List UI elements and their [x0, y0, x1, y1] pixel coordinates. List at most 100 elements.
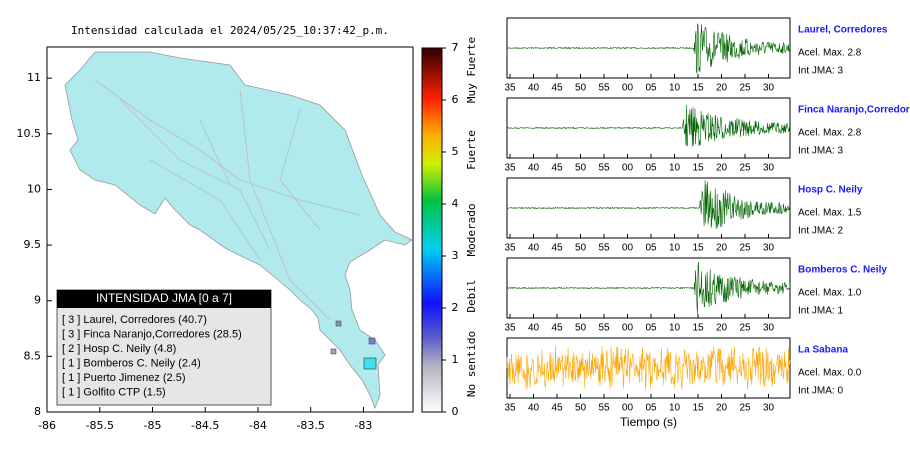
time-axis-label: Tiempo (s) [620, 415, 677, 429]
time-tick-label: 20 [716, 403, 728, 414]
time-tick-label: 35 [504, 163, 516, 174]
legend-row: [ 1 ] Bomberos C. Neily (2.4) [62, 357, 201, 369]
legend-title: INTENSIDAD JMA [0 a 7] [96, 291, 232, 305]
waveform [506, 262, 791, 314]
waveform [506, 104, 791, 147]
time-tick-label: 55 [598, 243, 610, 254]
time-tick-label: 15 [692, 163, 704, 174]
time-tick-label: 25 [739, 403, 751, 414]
time-tick-label: 40 [528, 403, 540, 414]
time-tick-label: 25 [739, 163, 751, 174]
time-tick-label: 50 [575, 163, 587, 174]
x-tick-label: -83 [354, 419, 372, 432]
colorbar-tick-label: 5 [452, 145, 459, 158]
station-marker [335, 320, 342, 327]
time-tick-label: 45 [551, 83, 563, 94]
y-tick-label: 8 [34, 405, 41, 418]
time-tick-label: 45 [551, 403, 563, 414]
time-tick-label: 55 [598, 323, 610, 334]
legend-row: [ 1 ] Puerto Jimenez (2.5) [62, 372, 186, 384]
y-tick-label: 10.5 [17, 127, 42, 140]
time-tick-label: 00 [622, 83, 634, 94]
x-tick-label: -85 [143, 419, 161, 432]
time-tick-label: 10 [669, 243, 681, 254]
time-tick-label: 20 [716, 163, 728, 174]
station-jma: Int JMA: 2 [798, 226, 843, 237]
roads [94, 79, 361, 321]
time-tick-label: 40 [528, 323, 540, 334]
legend-row: [ 3 ] Laurel, Corredores (40.7) [62, 314, 207, 326]
country-shape [64, 51, 413, 410]
time-tick-label: 20 [716, 83, 728, 94]
map-title: Intensidad calculada el 2024/05/25_10:37… [71, 24, 389, 37]
legend-row: [ 2 ] Hosp C. Neily (4.8) [62, 343, 176, 355]
y-tick-label: 9 [34, 294, 41, 307]
time-tick-label: 35 [504, 323, 516, 334]
x-tick-label: -84 [249, 419, 267, 432]
x-tick-label: -85.5 [86, 419, 114, 432]
time-tick-label: 05 [645, 83, 657, 94]
colorbar-level: No sentido [465, 331, 478, 397]
time-tick-label: 10 [669, 403, 681, 414]
x-tick-label: -84.5 [191, 419, 219, 432]
colorbar-tick-label: 7 [452, 41, 459, 54]
time-tick-label: 15 [692, 403, 704, 414]
time-tick-label: 35 [504, 83, 516, 94]
time-tick-label: 15 [692, 323, 704, 334]
time-tick-label: 10 [669, 83, 681, 94]
time-tick-label: 55 [598, 83, 610, 94]
station-marker [363, 357, 377, 370]
time-tick-label: 25 [739, 323, 751, 334]
colorbar-level: Muy Fuerte [465, 37, 478, 103]
station-name: Hosp C. Neily [798, 185, 863, 196]
time-tick-label: 40 [528, 83, 540, 94]
waveform [506, 180, 791, 229]
station-name: Finca Naranjo,Corredores [798, 105, 910, 116]
time-tick-label: 45 [551, 243, 563, 254]
time-tick-label: 30 [763, 163, 775, 174]
station-marker [330, 348, 337, 355]
time-tick-label: 10 [669, 323, 681, 334]
waveform [506, 23, 791, 74]
station-marker [368, 337, 376, 345]
time-tick-label: 45 [551, 163, 563, 174]
colorbar-tick-label: 3 [452, 249, 459, 262]
y-tick-label: 9.5 [24, 238, 42, 251]
time-tick-label: 55 [598, 403, 610, 414]
time-tick-label: 40 [528, 163, 540, 174]
time-tick-label: 00 [622, 243, 634, 254]
station-accel: Acel. Max. 1.0 [798, 288, 862, 299]
time-tick-label: 25 [739, 83, 751, 94]
colorbar-level: Fuerte [465, 130, 478, 170]
time-tick-label: 00 [622, 403, 634, 414]
time-tick-label: 30 [763, 323, 775, 334]
time-tick-label: 20 [716, 243, 728, 254]
time-tick-label: 20 [716, 323, 728, 334]
station-jma: Int JMA: 3 [798, 146, 843, 157]
time-tick-label: 40 [528, 243, 540, 254]
time-tick-label: 25 [739, 243, 751, 254]
colorbar-tick-label: 0 [452, 405, 459, 418]
time-tick-label: 50 [575, 323, 587, 334]
station-accel: Acel. Max. 2.8 [798, 128, 862, 139]
legend: INTENSIDAD JMA [0 a 7] [56, 289, 272, 406]
x-tick-label: -86 [38, 419, 56, 432]
time-tick-label: 55 [598, 163, 610, 174]
time-tick-label: 35 [504, 243, 516, 254]
legend-row: [ 1 ] Golfito CTP (1.5) [62, 386, 166, 398]
station-accel: Acel. Max. 0.0 [798, 368, 862, 379]
time-tick-label: 35 [504, 403, 516, 414]
y-tick-label: 10 [27, 182, 41, 195]
time-tick-label: 00 [622, 163, 634, 174]
time-tick-label: 05 [645, 163, 657, 174]
y-tick-label: 8.5 [24, 349, 42, 362]
station-accel: Acel. Max. 1.5 [798, 208, 862, 219]
station-jma: Int JMA: 1 [798, 306, 843, 317]
time-tick-label: 15 [692, 83, 704, 94]
time-tick-label: 30 [763, 243, 775, 254]
station-jma: Int JMA: 3 [798, 66, 843, 77]
time-tick-label: 10 [669, 163, 681, 174]
station-name: La Sabana [798, 345, 848, 356]
colorbar-tick-label: 1 [452, 353, 459, 366]
time-tick-label: 05 [645, 323, 657, 334]
